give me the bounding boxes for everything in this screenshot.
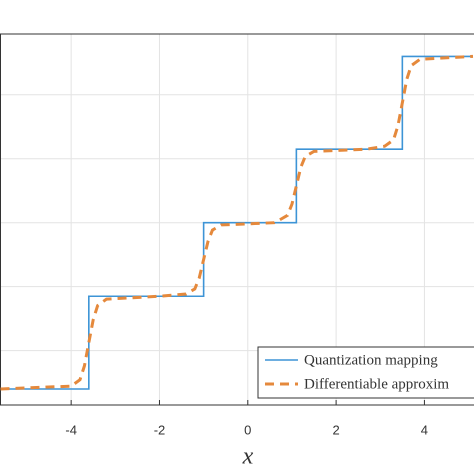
legend-box — [257, 346, 474, 399]
axes-box — [0, 33, 474, 406]
x-tick-label: -2 — [154, 422, 166, 437]
x-tick-label: 4 — [421, 422, 428, 437]
series-line — [0, 54, 474, 391]
x-axis-label: x — [242, 444, 254, 470]
legend-label: Quantization mapping — [304, 352, 438, 368]
plot-area — [0, 34, 474, 405]
x-tick-label: 0 — [244, 422, 251, 437]
legend-label: Differentiable approxim — [304, 376, 449, 392]
x-tick-label: 2 — [332, 422, 339, 437]
x-tick-label: -4 — [65, 422, 77, 437]
